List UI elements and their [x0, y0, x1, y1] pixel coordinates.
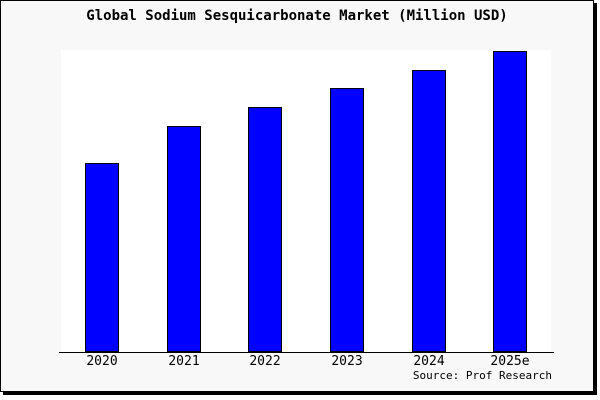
bar-2020 — [85, 163, 119, 352]
source-note: Source: Prof Research — [412, 369, 552, 382]
x-axis-labels: 2020 2021 2022 2023 2024 2025e — [1, 354, 593, 370]
bar-2022 — [248, 107, 282, 352]
bar-2021 — [167, 126, 201, 352]
x-tick-label-2023: 2023 — [331, 354, 363, 369]
bar-2024 — [412, 70, 446, 352]
chart-figure: Global Sodium Sesquicarbonate Market (Mi… — [0, 0, 594, 392]
x-tick-label-2024: 2024 — [413, 354, 445, 369]
x-tick-label-2025e: 2025e — [490, 354, 530, 369]
x-tick-label-2021: 2021 — [168, 354, 200, 369]
chart-title: Global Sodium Sesquicarbonate Market (Mi… — [86, 8, 508, 24]
bar-2025e — [493, 51, 527, 352]
x-tick-label-2022: 2022 — [249, 354, 281, 369]
x-axis-line — [59, 352, 554, 353]
bar-2023 — [330, 88, 364, 352]
plot-area — [61, 50, 551, 352]
x-tick-label-2020: 2020 — [86, 354, 118, 369]
